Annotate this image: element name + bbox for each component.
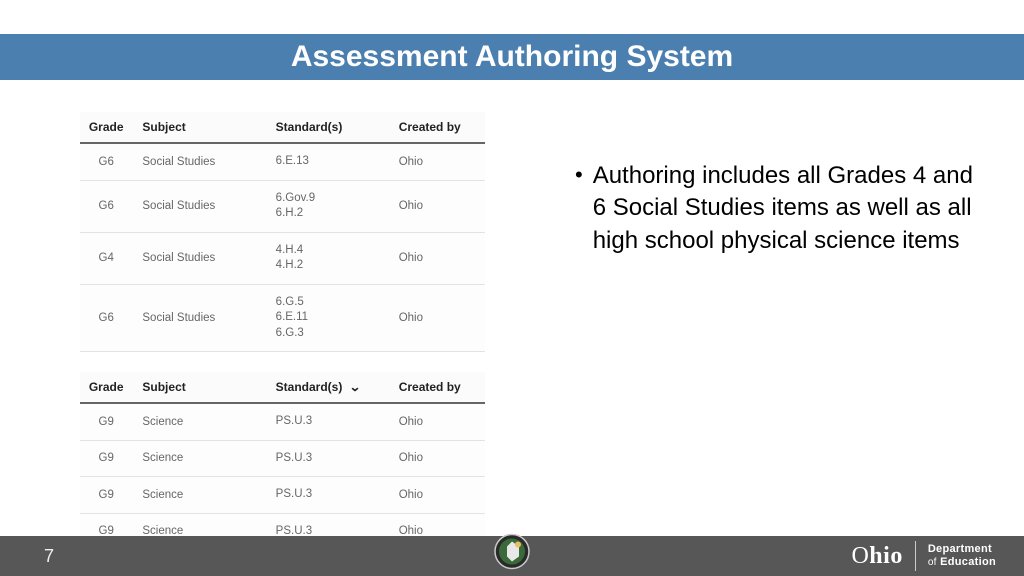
standard: 4.H.2 — [276, 258, 383, 274]
standard: PS.U.3 — [276, 414, 383, 430]
table-row: G6 Social Studies 6.Gov.9 6.H.2 Ohio — [80, 180, 485, 232]
cell-created: Ohio — [393, 284, 485, 352]
cell-subject: Science — [136, 477, 269, 514]
cell-created: Ohio — [393, 180, 485, 232]
cell-grade: G6 — [80, 284, 136, 352]
col-grade[interactable]: Grade — [80, 372, 136, 403]
standard: 6.E.13 — [276, 154, 383, 170]
bullet-text: Authoring includes all Grades 4 and 6 So… — [593, 160, 975, 257]
col-standards-label: Standard(s) — [276, 380, 343, 394]
table-header-row: Grade Subject Standard(s) ⌄ Created by — [80, 372, 485, 403]
col-subject[interactable]: Subject — [136, 112, 269, 143]
cell-grade: G4 — [80, 232, 136, 284]
standard: 6.E.11 — [276, 310, 383, 326]
ohio-wordmark: Ohio — [851, 543, 902, 570]
cell-created: Ohio — [393, 477, 485, 514]
department-label: Department of Education — [928, 543, 996, 569]
cell-subject: Social Studies — [136, 232, 269, 284]
cell-grade: G9 — [80, 477, 136, 514]
standard: 6.H.2 — [276, 206, 383, 222]
bullet-icon: • — [575, 160, 583, 190]
standard: 4.H.4 — [276, 243, 383, 259]
standard: PS.U.3 — [276, 487, 383, 503]
cell-standards: PS.U.3 — [270, 403, 393, 440]
cell-grade: G9 — [80, 440, 136, 477]
table-row: G9 Science PS.U.3 Ohio — [80, 403, 485, 440]
table-row: G9 Science PS.U.3 Ohio — [80, 477, 485, 514]
cell-standards: 6.Gov.9 6.H.2 — [270, 180, 393, 232]
list-item: • Authoring includes all Grades 4 and 6 … — [575, 160, 975, 257]
cell-standards: PS.U.3 — [270, 477, 393, 514]
divider — [915, 541, 916, 571]
table-science: Grade Subject Standard(s) ⌄ Created by G… — [80, 372, 485, 550]
cell-created: Ohio — [393, 403, 485, 440]
dept-line1: Department — [928, 543, 992, 555]
page-title: Assessment Authoring System — [291, 40, 733, 74]
cell-standards: PS.U.3 — [270, 440, 393, 477]
col-created[interactable]: Created by — [393, 372, 485, 403]
title-bar: Assessment Authoring System — [0, 34, 1024, 80]
cell-standards: 4.H.4 4.H.2 — [270, 232, 393, 284]
col-grade[interactable]: Grade — [80, 112, 136, 143]
bullet-list: • Authoring includes all Grades 4 and 6 … — [575, 160, 975, 257]
standard: PS.U.3 — [276, 451, 383, 467]
table-gap — [80, 352, 485, 372]
col-standards[interactable]: Standard(s) ⌄ — [270, 372, 393, 403]
table-row: G6 Social Studies 6.E.13 Ohio — [80, 143, 485, 180]
ohio-seal-icon — [494, 533, 530, 574]
cell-subject: Science — [136, 403, 269, 440]
table-row: G9 Science PS.U.3 Ohio — [80, 440, 485, 477]
tables-area: Grade Subject Standard(s) Created by G6 … — [80, 112, 485, 550]
cell-created: Ohio — [393, 440, 485, 477]
table-row: G6 Social Studies 6.G.5 6.E.11 6.G.3 Ohi… — [80, 284, 485, 352]
standard: 6.G.5 — [276, 295, 383, 311]
col-subject[interactable]: Subject — [136, 372, 269, 403]
footer-branding: Ohio Department of Education — [851, 541, 996, 571]
table-social-studies: Grade Subject Standard(s) Created by G6 … — [80, 112, 485, 352]
cell-subject: Social Studies — [136, 284, 269, 352]
cell-grade: G9 — [80, 403, 136, 440]
page-number: 7 — [44, 546, 54, 567]
col-created[interactable]: Created by — [393, 112, 485, 143]
standard: 6.G.3 — [276, 326, 383, 342]
cell-grade: G6 — [80, 143, 136, 180]
table-row: G4 Social Studies 4.H.4 4.H.2 Ohio — [80, 232, 485, 284]
footer-bar: 7 Ohio Department of Education — [0, 536, 1024, 576]
cell-subject: Social Studies — [136, 180, 269, 232]
cell-created: Ohio — [393, 232, 485, 284]
col-standards[interactable]: Standard(s) — [270, 112, 393, 143]
table-header-row: Grade Subject Standard(s) Created by — [80, 112, 485, 143]
standard: 6.Gov.9 — [276, 191, 383, 207]
chevron-down-icon: ⌄ — [349, 380, 361, 394]
cell-standards: 6.E.13 — [270, 143, 393, 180]
cell-grade: G6 — [80, 180, 136, 232]
dept-of: of — [928, 557, 937, 568]
cell-subject: Science — [136, 440, 269, 477]
cell-subject: Social Studies — [136, 143, 269, 180]
dept-line2: Education — [940, 556, 996, 568]
cell-created: Ohio — [393, 143, 485, 180]
cell-standards: 6.G.5 6.E.11 6.G.3 — [270, 284, 393, 352]
